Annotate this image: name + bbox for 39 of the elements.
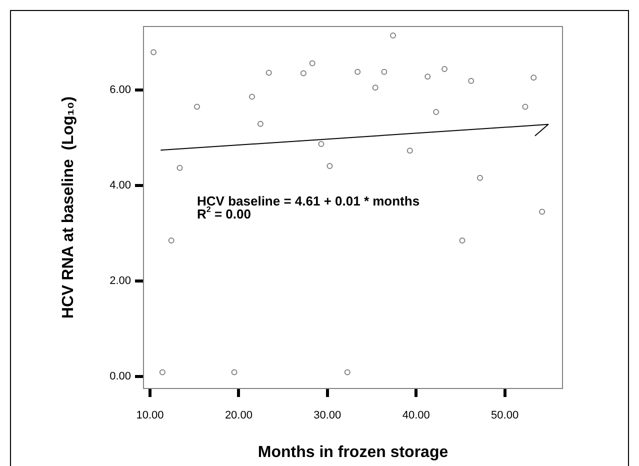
point — [194, 104, 200, 110]
point — [433, 108, 440, 115]
point — [231, 369, 238, 376]
point — [372, 84, 378, 91]
point — [318, 140, 324, 147]
point — [530, 74, 537, 81]
y-tick-label: 2.00 — [110, 275, 131, 288]
x-tick-label: 10.00 — [136, 410, 164, 422]
point — [406, 148, 413, 154]
x-tick-label: 30.00 — [314, 410, 342, 422]
point — [476, 174, 483, 181]
y-tick-label: 4.00 — [110, 180, 131, 192]
x-tick-label: 50.00 — [491, 410, 519, 422]
point — [150, 49, 157, 56]
point — [354, 68, 361, 75]
point — [326, 162, 333, 169]
point — [159, 369, 166, 376]
point — [539, 208, 546, 215]
point — [424, 74, 431, 80]
x-axis-title: Months in frozen storage — [258, 444, 448, 461]
point — [300, 70, 306, 76]
point — [168, 237, 174, 244]
point — [468, 78, 474, 84]
point — [390, 32, 396, 39]
point — [441, 66, 448, 72]
point — [176, 164, 183, 171]
point — [266, 70, 272, 76]
point — [257, 120, 264, 127]
point — [249, 94, 256, 100]
y-axis-title: HCV RNA at baseline (Log₁₀) — [60, 96, 78, 319]
x-tick-label: 20.00 — [224, 410, 252, 422]
y-tick-label: 0.00 — [110, 370, 131, 383]
x-tick-label: 40.00 — [402, 410, 430, 422]
point — [309, 60, 316, 66]
point — [522, 104, 528, 110]
point — [381, 68, 388, 75]
point — [344, 369, 350, 376]
y-tick-label: 6.00 — [110, 84, 131, 96]
point — [459, 237, 466, 244]
